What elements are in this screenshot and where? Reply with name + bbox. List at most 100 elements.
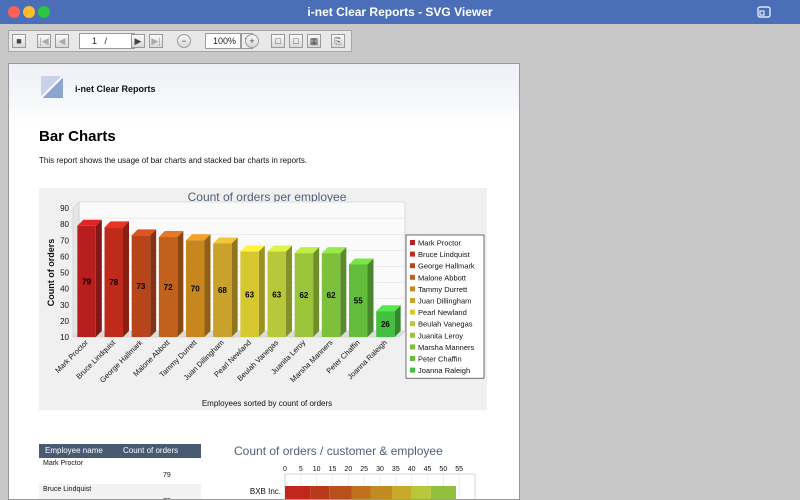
bar-top [77, 219, 102, 226]
close-window-button[interactable] [8, 6, 20, 18]
bar [77, 225, 96, 337]
bar-value-label: 70 [191, 285, 200, 294]
bar-side [177, 231, 184, 337]
bar-value-label: 55 [354, 297, 363, 306]
stacked-bar-segment [285, 486, 311, 499]
x-tick-label: 45 [424, 466, 432, 473]
minimize-window-button[interactable] [23, 6, 35, 18]
bar [349, 264, 368, 337]
y-tick-label: 60 [60, 252, 69, 261]
window-titlebar: i-net Clear Reports - SVG Viewer [0, 0, 800, 24]
bar-side [285, 245, 292, 337]
stacked-bar-segment [370, 486, 393, 499]
zoom-input[interactable]: 100% [205, 33, 241, 49]
first-page-icon[interactable]: |◀ [37, 34, 51, 48]
row-employee-name: Mark Proctor [43, 460, 84, 467]
legend-swatch [410, 286, 415, 292]
legend-entry: George Hallmark [418, 262, 475, 271]
last-page-icon[interactable]: ▶| [149, 34, 163, 48]
header-employee-name: Employee name [45, 446, 103, 455]
legend-entry: Marsha Manners [418, 343, 475, 352]
bar-value-label: 63 [272, 290, 281, 299]
bar-top [131, 229, 157, 236]
single-page-icon[interactable]: □ [271, 34, 285, 48]
bar-top [186, 234, 211, 241]
bar-side [367, 258, 374, 337]
table-row: Bruce Lindquist 78 [39, 484, 201, 499]
bar [158, 237, 178, 337]
chart2-title: Count of orders / customer & employee [234, 444, 443, 458]
y-tick-label: BXB Inc. [250, 487, 281, 496]
bar-side [150, 229, 157, 337]
bar-value-label: 68 [218, 286, 227, 295]
sidebar-icon[interactable] [756, 4, 772, 20]
bar-value-label: 26 [381, 320, 390, 329]
table-row: Mark Proctor 79 [39, 458, 201, 484]
maximize-window-button[interactable] [38, 6, 50, 18]
y-tick-label: 30 [60, 301, 69, 310]
print-icon[interactable]: ⎘ [331, 34, 345, 48]
report-header: i-net Clear Reports [9, 64, 519, 124]
zoom-out-icon[interactable]: − [177, 34, 191, 48]
bar-value-label: 73 [136, 282, 145, 291]
bar-side [258, 245, 265, 337]
previous-page-icon[interactable]: ◀ [55, 34, 69, 48]
legend-swatch [410, 321, 415, 327]
window-title: i-net Clear Reports - SVG Viewer [307, 5, 493, 19]
legend-entry: Tammy Durrett [418, 285, 468, 294]
y-tick-label: 90 [60, 204, 69, 213]
table-header: Employee name Count of orders [39, 444, 201, 458]
stacked-bar-segment [351, 486, 371, 499]
legend-entry: Juanita Leroy [418, 331, 463, 340]
bar-chart-orders-per-employee: Count of orders per employee 10 20 30 40 50 60… [39, 188, 487, 410]
legend-swatch [410, 263, 415, 269]
legend-swatch [410, 274, 415, 280]
x-tick-label: 25 [360, 466, 368, 473]
bar-side [340, 247, 347, 337]
bar-value-label: 62 [327, 291, 336, 300]
bar-top [294, 247, 320, 254]
y-tick-label: 10 [60, 333, 69, 342]
report-title: Bar Charts [39, 128, 116, 145]
employee-orders-table: Employee name Count of orders Mark Proct… [39, 444, 201, 499]
row-count: 78 [163, 498, 171, 499]
two-pages-icon[interactable]: □ [289, 34, 303, 48]
stacked-bar-segment [392, 486, 412, 499]
legend-swatch [410, 309, 415, 315]
legend-entry: Juan Dillingham [418, 297, 471, 306]
brand-name: i-net Clear Reports [75, 84, 156, 94]
x-axis-label: Employees sorted by count of orders [202, 399, 332, 408]
lock-icon[interactable]: ■ [12, 34, 26, 48]
bar-top [158, 231, 184, 238]
legend-entry: Malone Abbott [418, 273, 467, 282]
bar [131, 235, 151, 337]
x-tick-label: 0 [283, 466, 287, 473]
bar-side [95, 219, 102, 337]
legend-swatch [410, 240, 415, 245]
legend-swatch [410, 251, 415, 257]
y-tick-label: 20 [60, 317, 69, 326]
bar [240, 251, 259, 337]
legend-swatch [410, 332, 415, 338]
legend-swatch [410, 367, 415, 373]
stacked-bar-segment [411, 486, 431, 499]
legend-entry: Pearl Newland [418, 308, 467, 317]
gridline-side [72, 201, 80, 209]
report-description: This report shows the usage of bar chart… [39, 156, 308, 165]
legend-swatch [410, 344, 415, 350]
page-number-input[interactable]: 1 / [79, 33, 135, 49]
legend-entry: Mark Proctor [418, 239, 461, 248]
y-tick-label: 40 [60, 285, 69, 294]
bar-value-label: 79 [82, 277, 91, 286]
zoom-in-icon[interactable]: + [245, 34, 259, 48]
legend-swatch [410, 298, 415, 303]
legend-entry: Bruce Lindquist [418, 250, 471, 259]
x-tick-label: 35 [392, 466, 400, 473]
stacked-bar-chart-customer-employee: 0 5 10 15 20 25 30 35 40 45 50 55 BXB Inc. [250, 466, 476, 499]
x-tick-label: 10 [313, 466, 321, 473]
bar-top [104, 221, 129, 228]
bar [267, 251, 286, 337]
multi-page-icon[interactable]: ▦ [307, 34, 321, 48]
legend-entry: Peter Chaffin [418, 355, 462, 364]
next-page-icon[interactable]: ▶ [131, 34, 145, 48]
